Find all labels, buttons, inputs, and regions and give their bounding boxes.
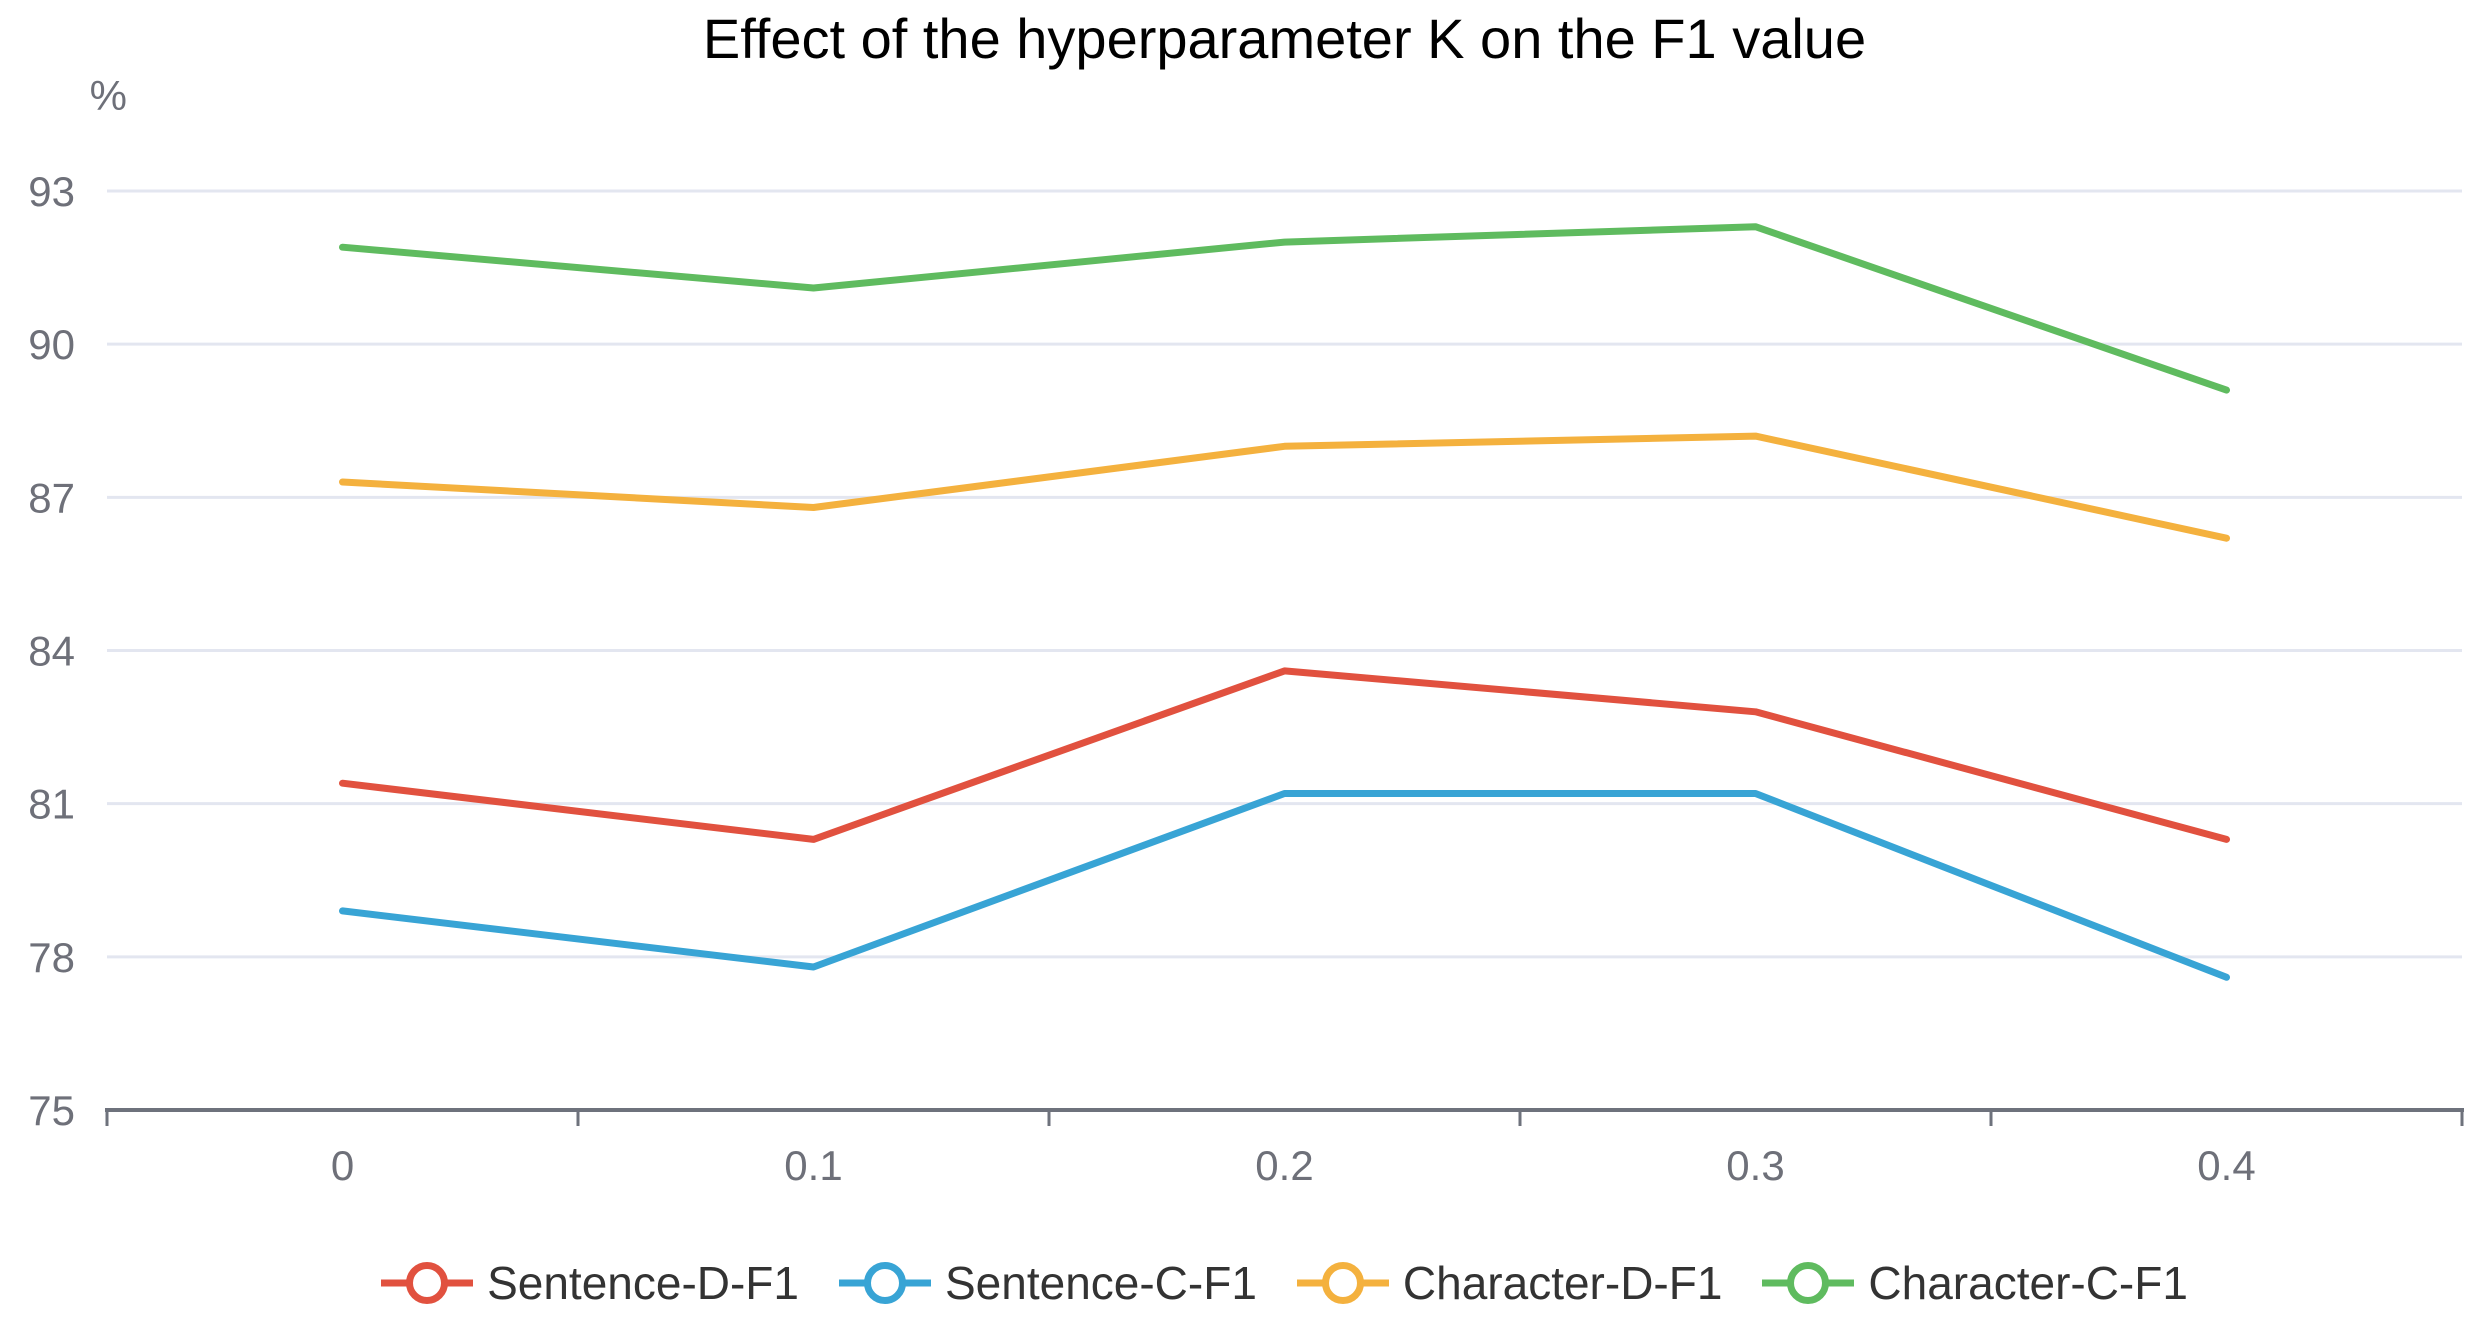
legend-item-character-c-f1[interactable]: Character-C-F1 [1762, 1256, 2188, 1310]
x-tick-label: 0.1 [784, 1142, 842, 1189]
series-line-character-c-f1 [339, 223, 2230, 394]
legend-label: Character-D-F1 [1402, 1257, 1723, 1309]
series-line-character-d-f1 [339, 432, 2230, 542]
legend-label: Character-C-F1 [1868, 1257, 2188, 1309]
x-tick-label: 0.4 [2197, 1142, 2255, 1189]
legend-line-circle-icon [838, 1262, 931, 1304]
chart-title: Effect of the hyperparameter K on the F1… [702, 7, 1867, 70]
legend-label: Sentence-C-F1 [944, 1257, 1257, 1309]
legend-line-circle-icon [1296, 1262, 1389, 1304]
y-tick-label: 84 [28, 628, 75, 675]
legend-item-sentence-d-f1[interactable]: Sentence-D-F1 [381, 1256, 799, 1310]
x-tick-label: 0.2 [1255, 1142, 1313, 1189]
legend-line-circle-icon [381, 1262, 474, 1304]
y-tick-label: 93 [28, 168, 75, 215]
x-tick-label: 0.3 [1726, 1142, 1784, 1189]
legend-label: Sentence-D-F1 [487, 1257, 799, 1309]
x-tick-label: 0 [331, 1142, 354, 1189]
y-tick-label: 78 [28, 934, 75, 981]
legend-item-sentence-c-f1[interactable]: Sentence-C-F1 [838, 1256, 1257, 1310]
y-tick-label: 75 [28, 1087, 75, 1134]
series-line-sentence-d-f1 [339, 667, 2230, 843]
y-tick-label: 90 [28, 321, 75, 368]
y-axis-unit-label: % [89, 72, 127, 119]
series-line-sentence-c-f1 [339, 790, 2230, 981]
y-tick-label: 81 [28, 781, 75, 828]
legend-line-circle-icon [1762, 1262, 1855, 1304]
legend: Sentence-D-F1 Sentence-C-F1 Character-D-F1… [107, 1248, 2462, 1318]
legend-item-character-d-f1[interactable]: Character-D-F1 [1296, 1256, 1723, 1310]
y-tick-label: 87 [28, 474, 75, 521]
